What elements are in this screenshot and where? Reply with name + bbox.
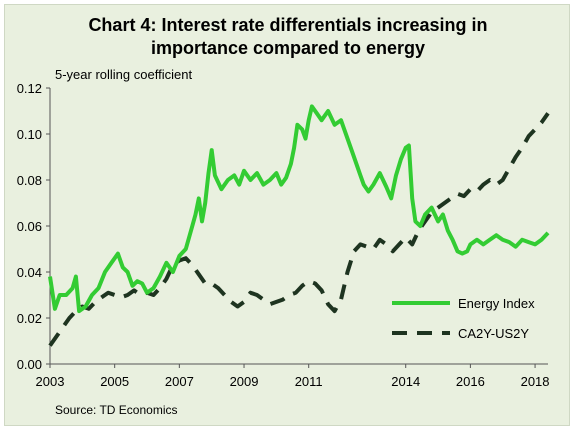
y-tick-label: 0.08 xyxy=(17,173,42,188)
x-tick-label: 2005 xyxy=(100,374,129,389)
source-note: Source: TD Economics xyxy=(55,403,178,417)
chart-title-line-1: Chart 4: Interest rate differentials inc… xyxy=(88,15,488,35)
x-tick-label: 2016 xyxy=(456,374,485,389)
legend-label: Energy Index xyxy=(458,296,535,311)
chart-title-line-2: importance compared to energy xyxy=(150,38,426,58)
chart-frame xyxy=(4,4,570,426)
y-tick-label: 0.00 xyxy=(17,357,42,372)
x-tick-label: 2018 xyxy=(521,374,550,389)
x-tick-label: 2011 xyxy=(295,374,323,389)
x-tick-label: 2014 xyxy=(391,374,420,389)
x-tick-label: 2003 xyxy=(36,374,65,389)
y-tick-label: 0.06 xyxy=(17,219,42,234)
legend-label: CA2Y-US2Y xyxy=(458,326,529,341)
series-line-ca2y-us2y xyxy=(48,112,550,347)
x-tick-label: 2007 xyxy=(165,374,194,389)
y-tick-label: 0.02 xyxy=(17,311,42,326)
x-tick-label: 2009 xyxy=(230,374,259,389)
chart-title: Chart 4: Interest rate differentials inc… xyxy=(0,14,576,60)
y-tick-label: 0.10 xyxy=(17,127,42,142)
y-tick-label: 0.04 xyxy=(17,265,42,280)
series-line-energy-index xyxy=(48,104,550,314)
y-tick-label: 0.12 xyxy=(17,81,42,96)
y-axis-label: 5-year rolling coefficient xyxy=(55,67,192,82)
plot-area: 0.00 0.02 0.04 0.06 0.08 0.10 0.12 2003 2005 2007… xyxy=(17,81,550,389)
